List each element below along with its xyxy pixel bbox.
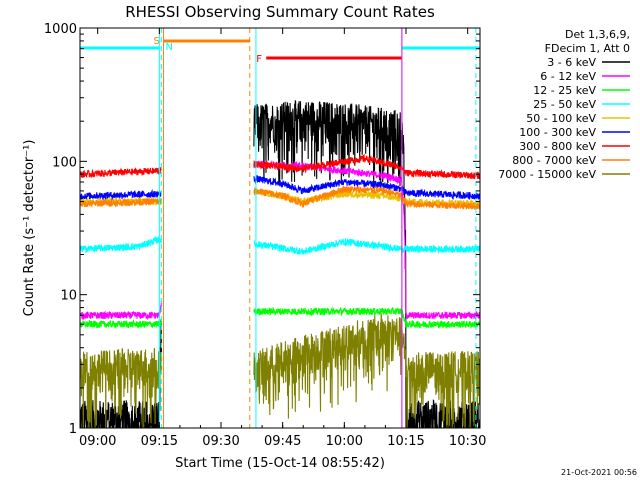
x-tick-label: 10:30 xyxy=(449,434,486,449)
legend-label: 3 - 6 keV xyxy=(547,56,596,69)
series-line xyxy=(253,175,481,201)
series-300-800keV-group xyxy=(79,153,481,180)
x-tick-label: 09:00 xyxy=(79,434,116,449)
y-tick-label: 1 xyxy=(69,422,77,437)
series-line xyxy=(253,153,481,180)
legend-label: 12 - 25 keV xyxy=(533,84,596,97)
legend-label: 100 - 300 keV xyxy=(519,126,596,139)
series-line xyxy=(253,306,481,330)
series-line xyxy=(253,185,481,212)
series-line xyxy=(79,318,162,330)
legend-label: 7000 - 15000 keV xyxy=(498,168,596,181)
x-tick-label: 10:00 xyxy=(326,434,363,449)
y-tick-label: 1000 xyxy=(44,22,77,37)
series-line xyxy=(253,100,481,429)
series-line xyxy=(253,159,481,320)
flag-label: F xyxy=(256,54,262,65)
legend-label: 6 - 12 keV xyxy=(540,70,596,83)
series-7000-15000keV-group xyxy=(79,313,481,429)
series-6-12keV-group xyxy=(79,159,481,321)
chart-title: RHESSI Observing Summary Count Rates xyxy=(125,3,435,21)
series-line xyxy=(253,313,481,429)
y-tick-label: 10 xyxy=(60,289,77,304)
legend-header: Det 1,3,6,9, xyxy=(565,28,630,41)
series-line xyxy=(79,300,162,321)
series-line xyxy=(79,189,162,201)
x-tick-label: 10:15 xyxy=(387,434,424,449)
series-25-50keV-group xyxy=(79,235,481,255)
legend-label: 800 - 7000 keV xyxy=(512,154,596,167)
flag-label: N xyxy=(165,42,172,53)
timestamp: 21-Oct-2021 00:56 xyxy=(561,468,637,477)
plot-area: SN F xyxy=(79,28,481,429)
series-100-300keV-group xyxy=(79,175,481,201)
x-axis-label: Start Time (15-Oct-14 08:55:42) xyxy=(175,456,385,471)
y-axis: 1 10 100 1000 xyxy=(44,22,480,437)
series-800-7000keV-group xyxy=(79,185,481,212)
flag-bars: SN F xyxy=(80,28,480,428)
series-12-25keV-group xyxy=(79,306,481,330)
legend-label: 300 - 800 keV xyxy=(519,140,596,153)
x-tick-label: 09:15 xyxy=(141,434,178,449)
y-tick-label: 100 xyxy=(52,155,77,170)
series-line xyxy=(79,167,162,179)
x-tick-label: 09:45 xyxy=(264,434,301,449)
y-axis-label: Count Rate (s⁻¹ detector⁻¹) xyxy=(22,140,37,317)
x-tick-label: 09:30 xyxy=(202,434,239,449)
legend-label: 25 - 50 keV xyxy=(533,98,596,111)
plot-frame xyxy=(79,27,481,429)
series-line xyxy=(253,237,481,255)
series-line xyxy=(79,348,162,429)
legend-label: 50 - 100 keV xyxy=(526,112,596,125)
series-line xyxy=(79,235,162,254)
series-line xyxy=(79,196,162,208)
legend-header: FDecim 1, Att 0 xyxy=(545,42,630,55)
x-axis: 09:00 09:15 09:30 09:45 10:00 10:15 10:30 xyxy=(79,28,486,449)
flag-label: S xyxy=(153,36,159,47)
